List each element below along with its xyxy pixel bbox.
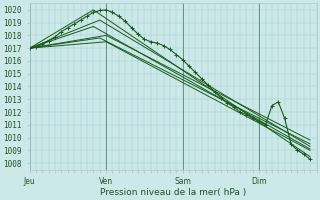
X-axis label: Pression niveau de la mer( hPa ): Pression niveau de la mer( hPa ) [100, 188, 246, 197]
